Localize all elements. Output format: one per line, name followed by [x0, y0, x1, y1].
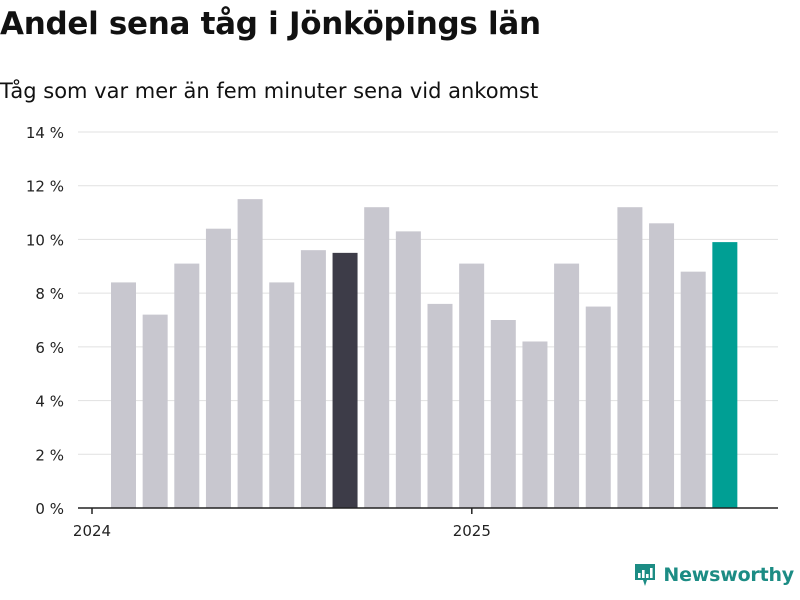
bar	[617, 207, 643, 508]
y-tick-label: 2 %	[35, 446, 64, 464]
bar	[522, 341, 548, 508]
bar	[395, 231, 421, 508]
bar	[142, 314, 168, 508]
bar	[300, 250, 326, 509]
bar	[490, 320, 516, 508]
x-tick-label: 2024	[73, 522, 111, 540]
bar	[649, 223, 675, 508]
bar	[174, 263, 200, 508]
brand-name: Newsworthy	[663, 564, 794, 586]
bar	[585, 306, 611, 508]
y-tick-label: 0 %	[35, 500, 64, 518]
y-tick-label: 14 %	[26, 124, 64, 142]
newsworthy-logo: Newsworthy	[633, 562, 794, 588]
bar	[554, 263, 580, 508]
y-tick-label: 10 %	[26, 231, 64, 249]
y-tick-label: 12 %	[26, 178, 64, 196]
bar	[680, 271, 706, 508]
bar	[712, 242, 738, 509]
bar	[237, 199, 263, 508]
x-tick-label: 2025	[453, 522, 491, 540]
bar	[205, 228, 231, 508]
bar	[111, 282, 136, 508]
y-tick-label: 6 %	[35, 339, 64, 357]
chart-title: Andel sena tåg i Jönköpings län	[0, 6, 541, 42]
y-tick-label: 8 %	[35, 285, 64, 303]
bar	[364, 207, 390, 508]
chart-subtitle: Tåg som var mer än fem minuter sena vid …	[0, 79, 539, 103]
bar	[459, 263, 485, 508]
newsworthy-icon	[635, 564, 656, 586]
bar	[427, 303, 453, 508]
y-tick-label: 4 %	[35, 393, 64, 411]
bar	[269, 282, 295, 508]
bar	[332, 252, 358, 508]
